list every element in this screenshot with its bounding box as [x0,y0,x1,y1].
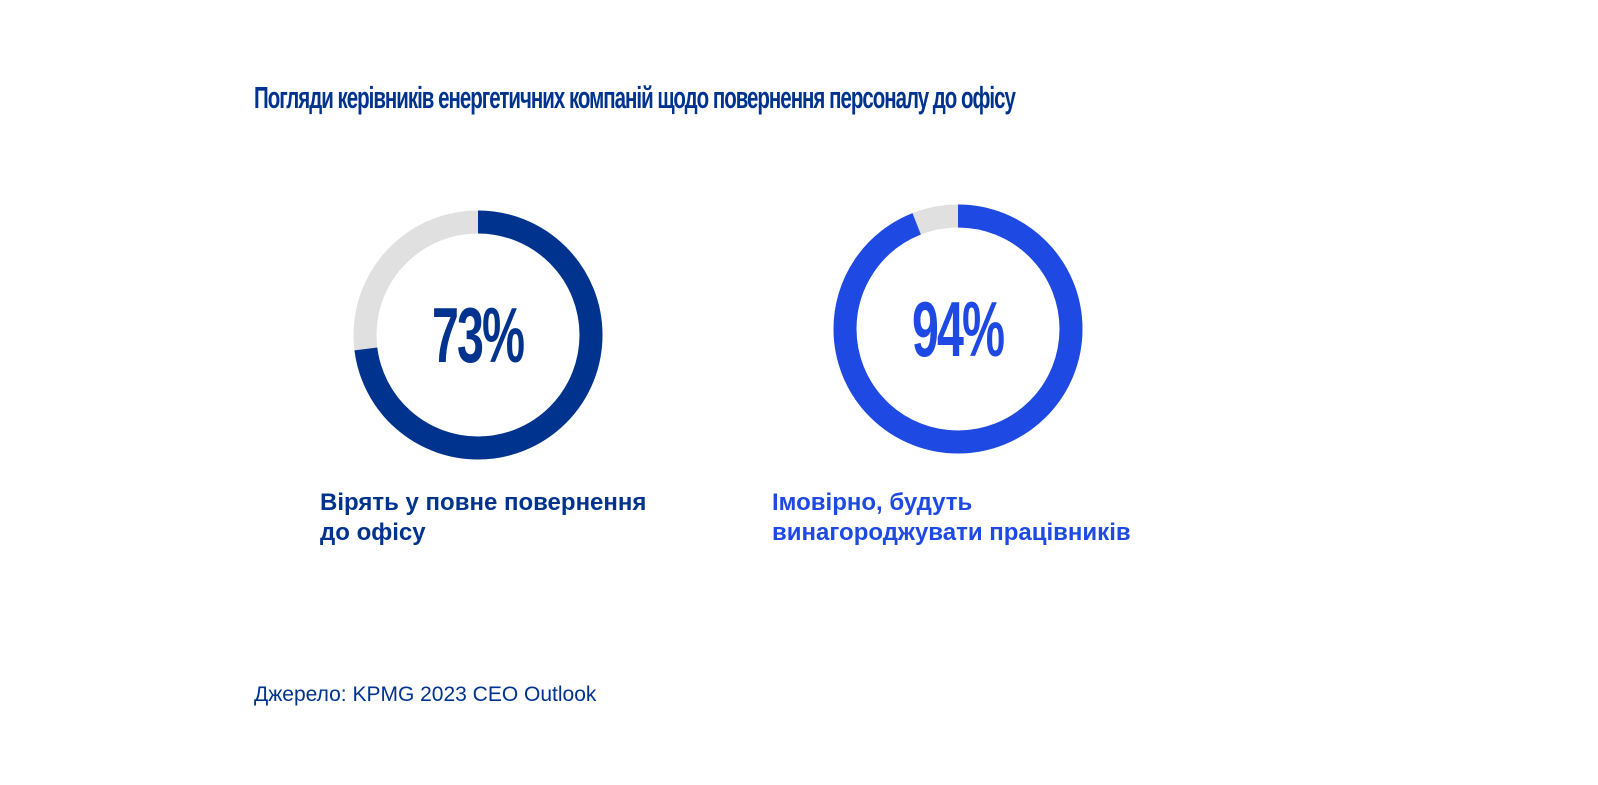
caption-line: винагороджувати працівників [772,519,1131,546]
donut-ring [833,204,1083,454]
chart-title: Погляди керівників енергетичних компаній… [254,80,1016,115]
source-note: Джерело: KPMG 2023 CEO Outlook [254,683,597,706]
donut-caption-reward-employees: Імовірно, будуть винагороджувати працівн… [772,488,1131,548]
donut-value-arc [833,204,1083,454]
percent-text: 94% [912,284,1005,373]
donut-ring [353,210,603,460]
percent-text: 73% [432,290,525,379]
donut-value-label: 94% [828,199,1088,459]
caption-line: Вірять у повне повернення [320,489,647,516]
caption-line: до офісу [320,519,426,546]
donut-chart-reward-employees: 94% [828,199,1088,459]
donut-caption-full-return: Вірять у повне повернення до офісу [320,488,646,548]
donut-value-label: 73% [348,205,608,465]
donut-chart-full-return: 73% [348,205,608,465]
donut-value-arc [353,210,603,460]
caption-line: Імовірно, будуть [772,489,973,516]
